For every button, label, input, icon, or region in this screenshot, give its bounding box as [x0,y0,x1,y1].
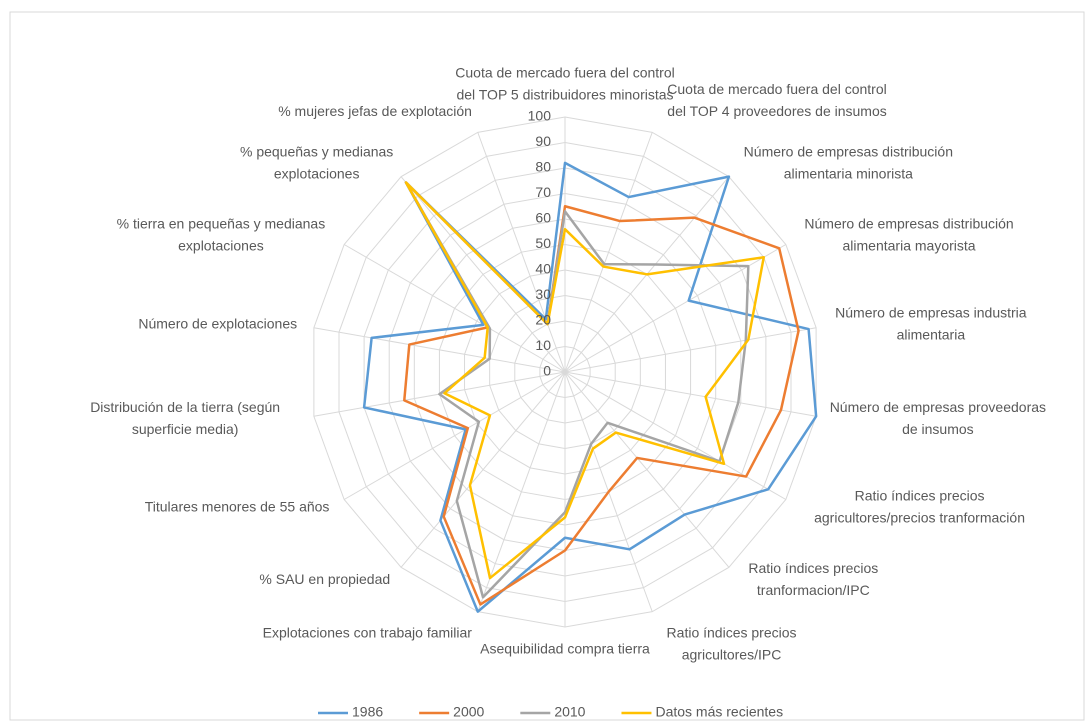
r-tick-label: 0 [543,363,551,379]
category-label: explotaciones [178,238,264,254]
category-label: Número de explotaciones [138,315,297,331]
grid-ring [539,345,591,399]
grid-ring [438,243,692,501]
category-label: Número de empresas distribución [744,143,953,159]
category-label: Cuota de mercado fuera del control [667,81,886,97]
category-label: explotaciones [274,165,360,181]
category-label: % mujeres jefas de explotación [278,103,472,119]
grid-ring [413,218,717,526]
grid-ring [489,294,641,450]
legend-label: 2000 [453,704,484,720]
grid-ring [313,116,817,628]
category-label: del TOP 4 proveedores de insumos [667,103,886,119]
r-tick-label: 30 [535,286,551,302]
r-tick-label: 50 [535,235,551,251]
category-label: Ratio índices precios [855,488,985,504]
category-label: alimentaria minorista [784,165,913,181]
r-tick-label: 40 [535,261,551,277]
category-label: alimentaria [897,326,966,342]
legend-label: Datos más recientes [655,704,783,720]
legend: 1986 2000 2010 Datos más recientes [318,704,783,720]
category-label: del TOP 5 distribuidores minoristas [456,87,673,103]
r-tick-label: 70 [535,184,551,200]
series-line [362,161,818,613]
category-label: Ratio índices precios [748,560,878,576]
category-label: Número de empresas proveedoras [830,399,1046,415]
category-label: agricultores/IPC [682,646,782,662]
category-label: Cuota de mercado fuera del control [455,65,674,81]
legend-label: 2010 [554,704,585,720]
series [362,161,818,613]
r-tick-label: 10 [535,337,551,353]
category-label: superficie media) [132,421,239,437]
labels: 0 10 20 30 40 50 60 70 80 90 100 Cuota de mercado f… [90,65,1046,663]
category-label: % tierra en pequeñas y medianas [117,216,326,232]
category-label: alimentaria mayorista [843,238,976,254]
grid-ring [363,167,767,577]
chart-frame [9,11,1085,721]
category-label: Ratio índices precios [667,624,797,640]
category-label: Distribución de la tierra (según [90,399,280,415]
legend-label: 1986 [352,704,383,720]
category-label: Asequibilidad compra tierra [480,641,650,657]
r-tick-label: 60 [535,210,551,226]
r-tick-label: 80 [535,159,551,175]
category-label: de insumos [902,421,974,437]
category-label: tranformacion/IPC [757,582,870,598]
category-label: % pequeñas y medianas [240,143,393,159]
category-label: % SAU en propiedad [259,571,390,587]
series-line [404,181,766,580]
grid-ring [464,269,666,475]
series-line [404,181,750,599]
r-tick-label: 20 [535,312,551,328]
category-label: agricultores/precios tranformación [814,510,1025,526]
r-tick-label: 100 [528,108,552,124]
category-label: Número de empresas distribución [804,216,1013,232]
category-label: Titulares menores de 55 años [145,499,330,515]
category-label: Explotaciones con trabajo familiar [263,624,473,640]
r-tick-label: 90 [535,133,551,149]
grid-ring [514,320,616,424]
category-label: Número de empresas industria [835,304,1027,320]
